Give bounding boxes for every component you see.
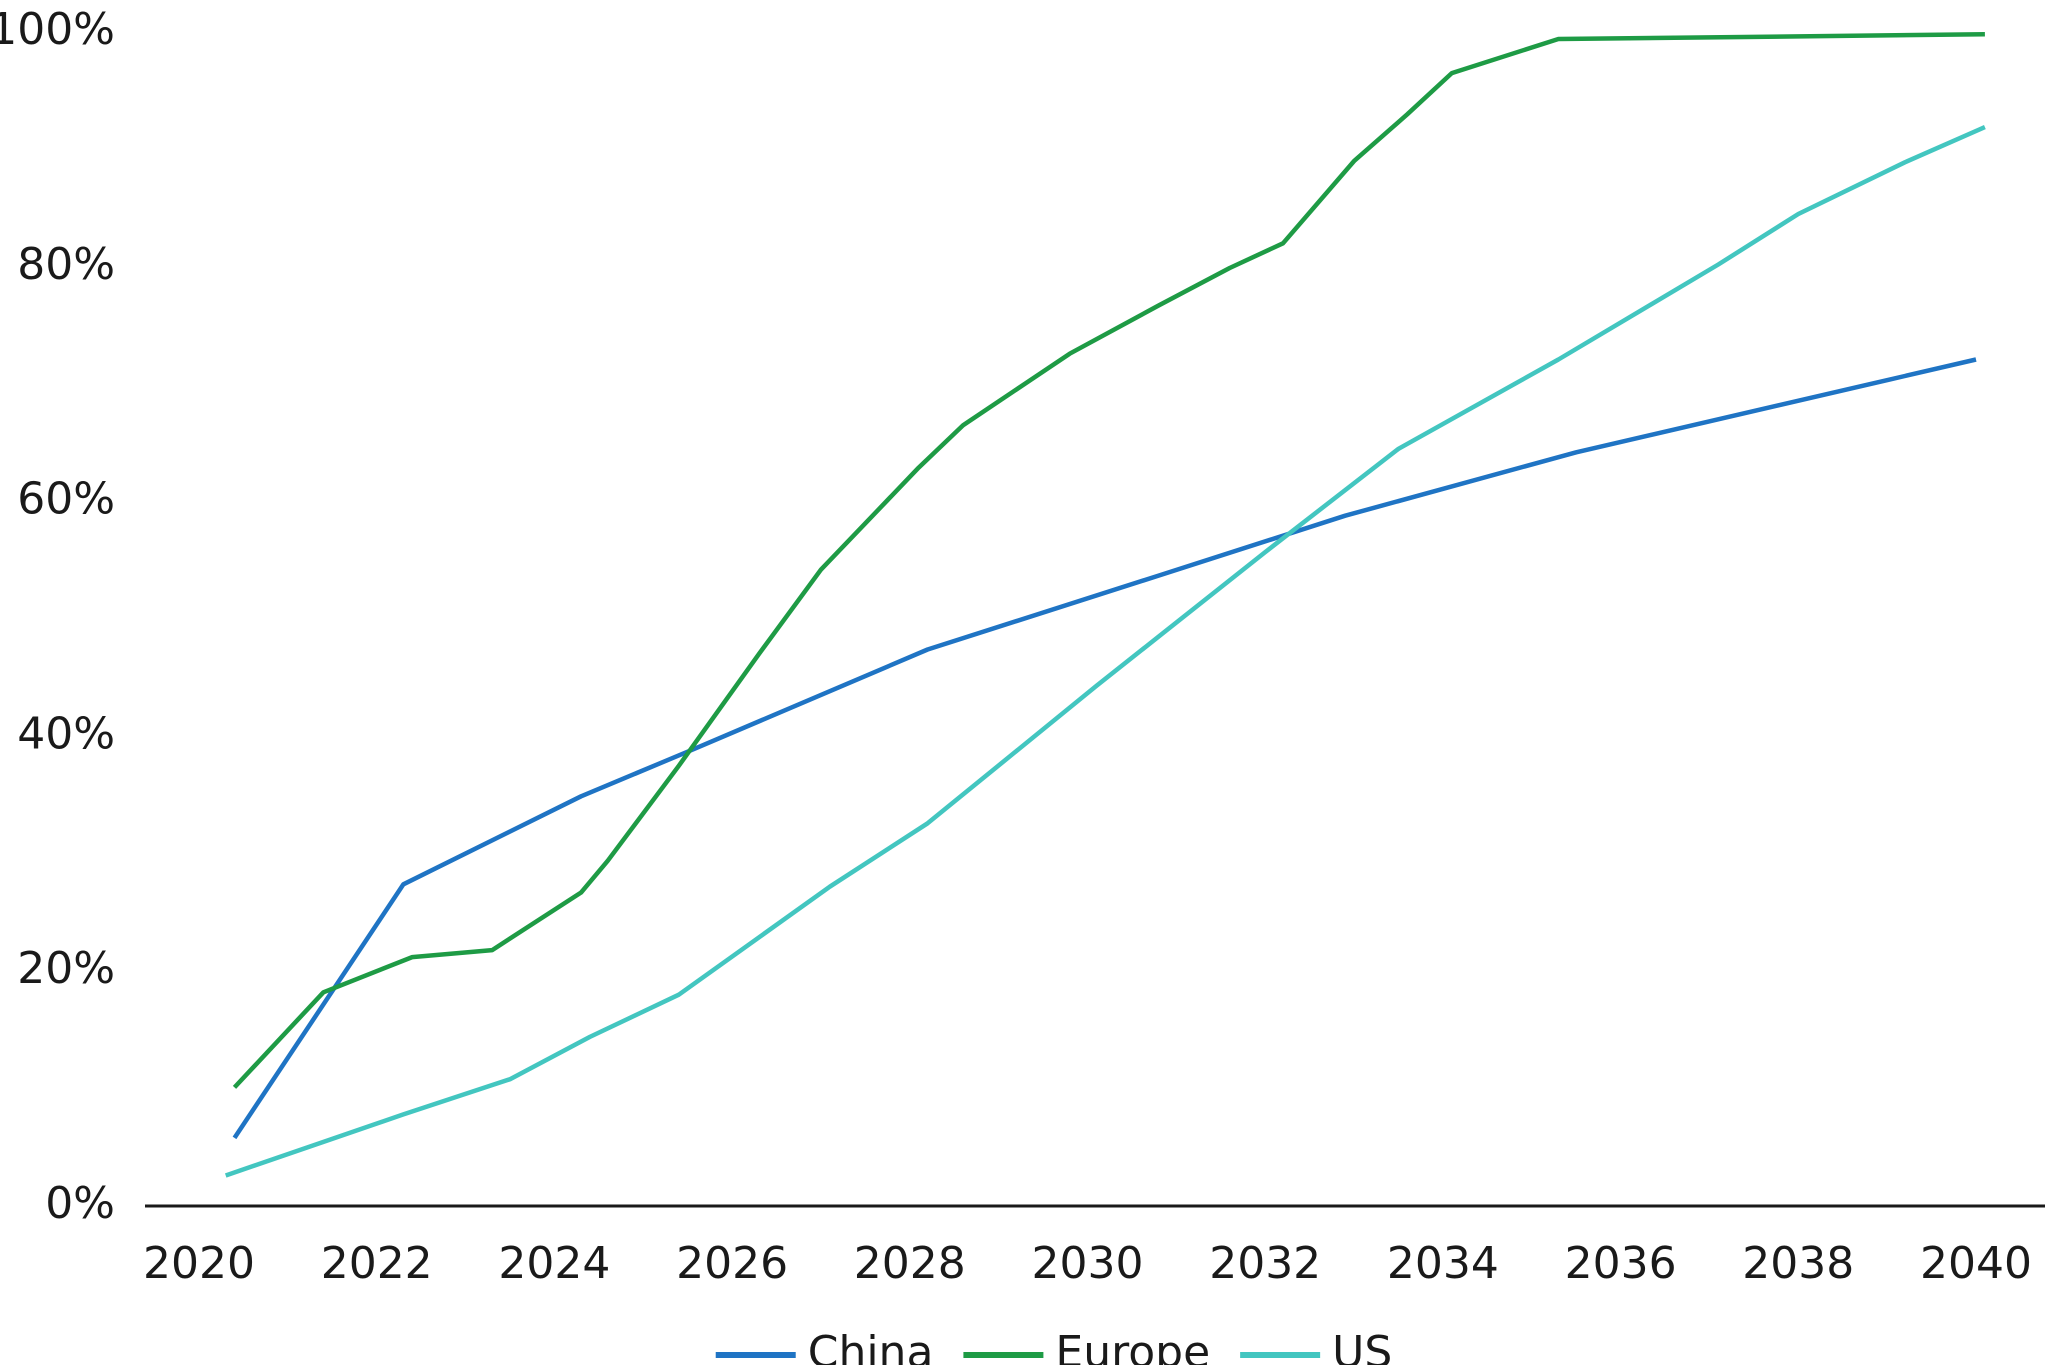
x-tick-label: 2028 [854,1238,966,1289]
x-tick-label: 2032 [1209,1238,1321,1289]
x-tick-label: 2022 [321,1238,433,1289]
line-series [224,125,1986,1178]
line-series [232,357,1977,1140]
legend-label: US [1332,1327,1392,1365]
x-tick-label: 2024 [498,1238,610,1289]
y-tick-label: 100% [0,4,115,55]
legend-label: China [808,1327,934,1365]
legend-label: Europe [1055,1327,1210,1365]
x-tick-label: 2036 [1565,1238,1677,1289]
x-tick-label: 2030 [1032,1238,1144,1289]
y-tick-label: 40% [17,708,115,759]
x-tick-label: 2040 [1920,1238,2032,1289]
y-tick-label: 60% [17,474,115,525]
line-series [232,32,1985,1089]
x-tick-label: 2020 [143,1238,255,1289]
y-tick-label: 20% [17,943,115,994]
x-tick-label: 2026 [676,1238,788,1289]
x-tick-label: 2034 [1387,1238,1499,1289]
y-tick-label: 0% [45,1178,115,1229]
x-tick-label: 2038 [1742,1238,1854,1289]
y-tick-label: 80% [17,239,115,290]
